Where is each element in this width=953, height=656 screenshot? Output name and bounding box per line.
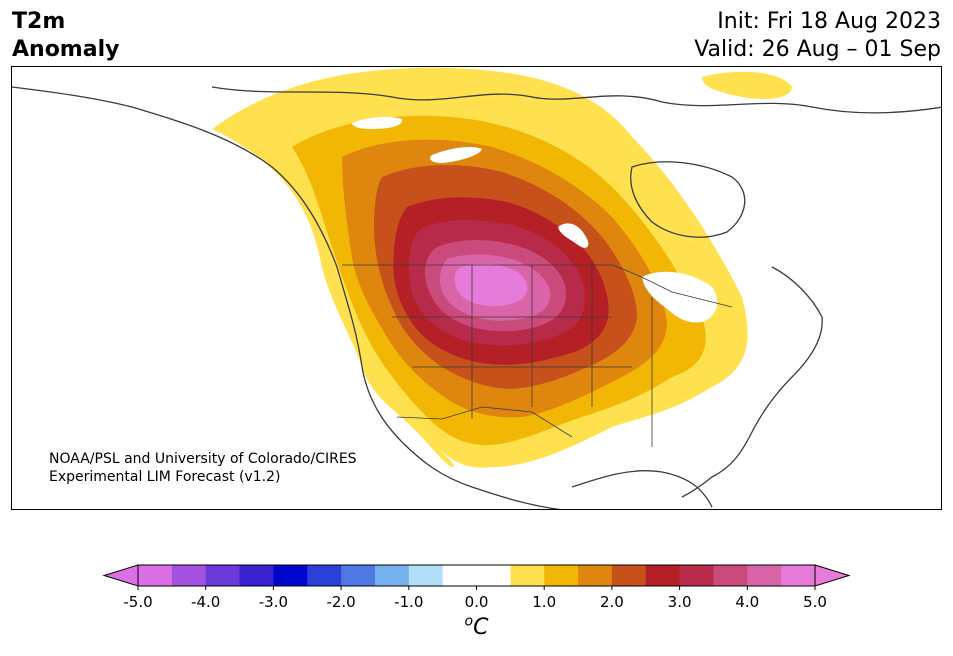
- anomaly-shading: [212, 67, 792, 468]
- colorbar-tick-label: 1.0: [532, 593, 556, 611]
- lake-1: [352, 116, 403, 129]
- arctic-coast: [211, 86, 941, 114]
- colorbar-bin: [510, 565, 545, 586]
- title-line-2: Anomaly: [12, 37, 120, 62]
- init-date-label: Init: Fri 18 Aug 2023: [717, 9, 941, 34]
- colorbar-bin: [645, 565, 681, 586]
- colorbar-bin: [544, 565, 579, 586]
- colorbar-tick-label: 5.0: [803, 593, 827, 611]
- valid-date-label: Valid: 26 Aug – 01 Sep: [694, 37, 941, 62]
- unit-degree: oC: [464, 614, 489, 641]
- colorbar-tick-label: 2.0: [600, 593, 624, 611]
- state-lines: [392, 265, 653, 447]
- credit-line-2: Experimental LIM Forecast (v1.2): [49, 469, 281, 485]
- colorbar-bin: [679, 565, 714, 586]
- colorbar-bin: [578, 565, 613, 586]
- colorbar-tick-label: 0.0: [465, 593, 489, 611]
- anomaly-level-1-northeast: [702, 71, 792, 99]
- colorbar-bin: [442, 565, 477, 586]
- colorbar-tick-label: -3.0: [259, 593, 288, 611]
- anomaly-level-9: [454, 263, 528, 307]
- colorbar-bin: [611, 565, 647, 586]
- map-canvas: [12, 67, 941, 509]
- colorbar-bin: [341, 565, 376, 586]
- lake-2: [430, 147, 482, 163]
- colorbar-tick-label: -2.0: [326, 593, 355, 611]
- colorbar-extend-min: [102, 564, 139, 587]
- colorbar-svg: -5.0 -4.0 -3.0 -2.0 -1.0 0.0 1.0 2.0 3.0 4.0 5.0: [102, 564, 851, 611]
- colorbar-bin: [408, 565, 444, 586]
- colorbar-bin: [781, 565, 816, 586]
- great-lakes: [642, 271, 718, 323]
- hudson-bay: [630, 161, 746, 238]
- colorbar: -5.0 -4.0 -3.0 -2.0 -1.0 0.0 1.0 2.0 3.0 4.0 5.0: [0, 560, 953, 656]
- colorbar-bin: [476, 565, 511, 586]
- credit-line-1: NOAA/PSL and University of Colorado/CIRE…: [49, 451, 357, 467]
- us-canada-border: [342, 264, 733, 308]
- forecast-dates: Init: Fri 18 Aug 2023 Valid: 26 Aug – 01…: [694, 8, 941, 64]
- lake-3: [558, 223, 589, 248]
- colorbar-tick-label: 3.0: [668, 593, 692, 611]
- colorbar-tick-label: -1.0: [394, 593, 423, 611]
- pacific-coast: [12, 86, 561, 509]
- gulf-coast: [571, 470, 713, 508]
- colorbar-tick-label: -4.0: [191, 593, 220, 611]
- colorbar-bin: [374, 565, 410, 586]
- anomaly-map: [11, 66, 942, 510]
- colorbar-extend-max: [814, 564, 851, 587]
- map-title: T2m Anomaly: [12, 8, 119, 64]
- colorbar-bin: [307, 565, 342, 586]
- colorbar-bin: [171, 565, 207, 586]
- data-credit: NOAA/PSL and University of Colorado/CIRE…: [49, 450, 357, 486]
- colorbar-bin: [747, 565, 782, 586]
- colorbar-tick-label: 4.0: [735, 593, 759, 611]
- colorbar-bin: [713, 565, 748, 586]
- political-borders: [342, 264, 733, 447]
- coastlines: [12, 86, 941, 509]
- colorbar-unit-label: oC: [0, 614, 953, 640]
- colorbar-bin: [138, 565, 173, 586]
- colorbar-bin: [239, 565, 274, 586]
- us-mexico-border: [396, 406, 573, 438]
- colorbar-bin: [205, 565, 241, 586]
- colorbar-bin: [273, 565, 308, 586]
- title-line-1: T2m: [12, 9, 66, 34]
- atlantic-coast: [681, 266, 823, 498]
- colorbar-tick-label: -5.0: [123, 593, 152, 611]
